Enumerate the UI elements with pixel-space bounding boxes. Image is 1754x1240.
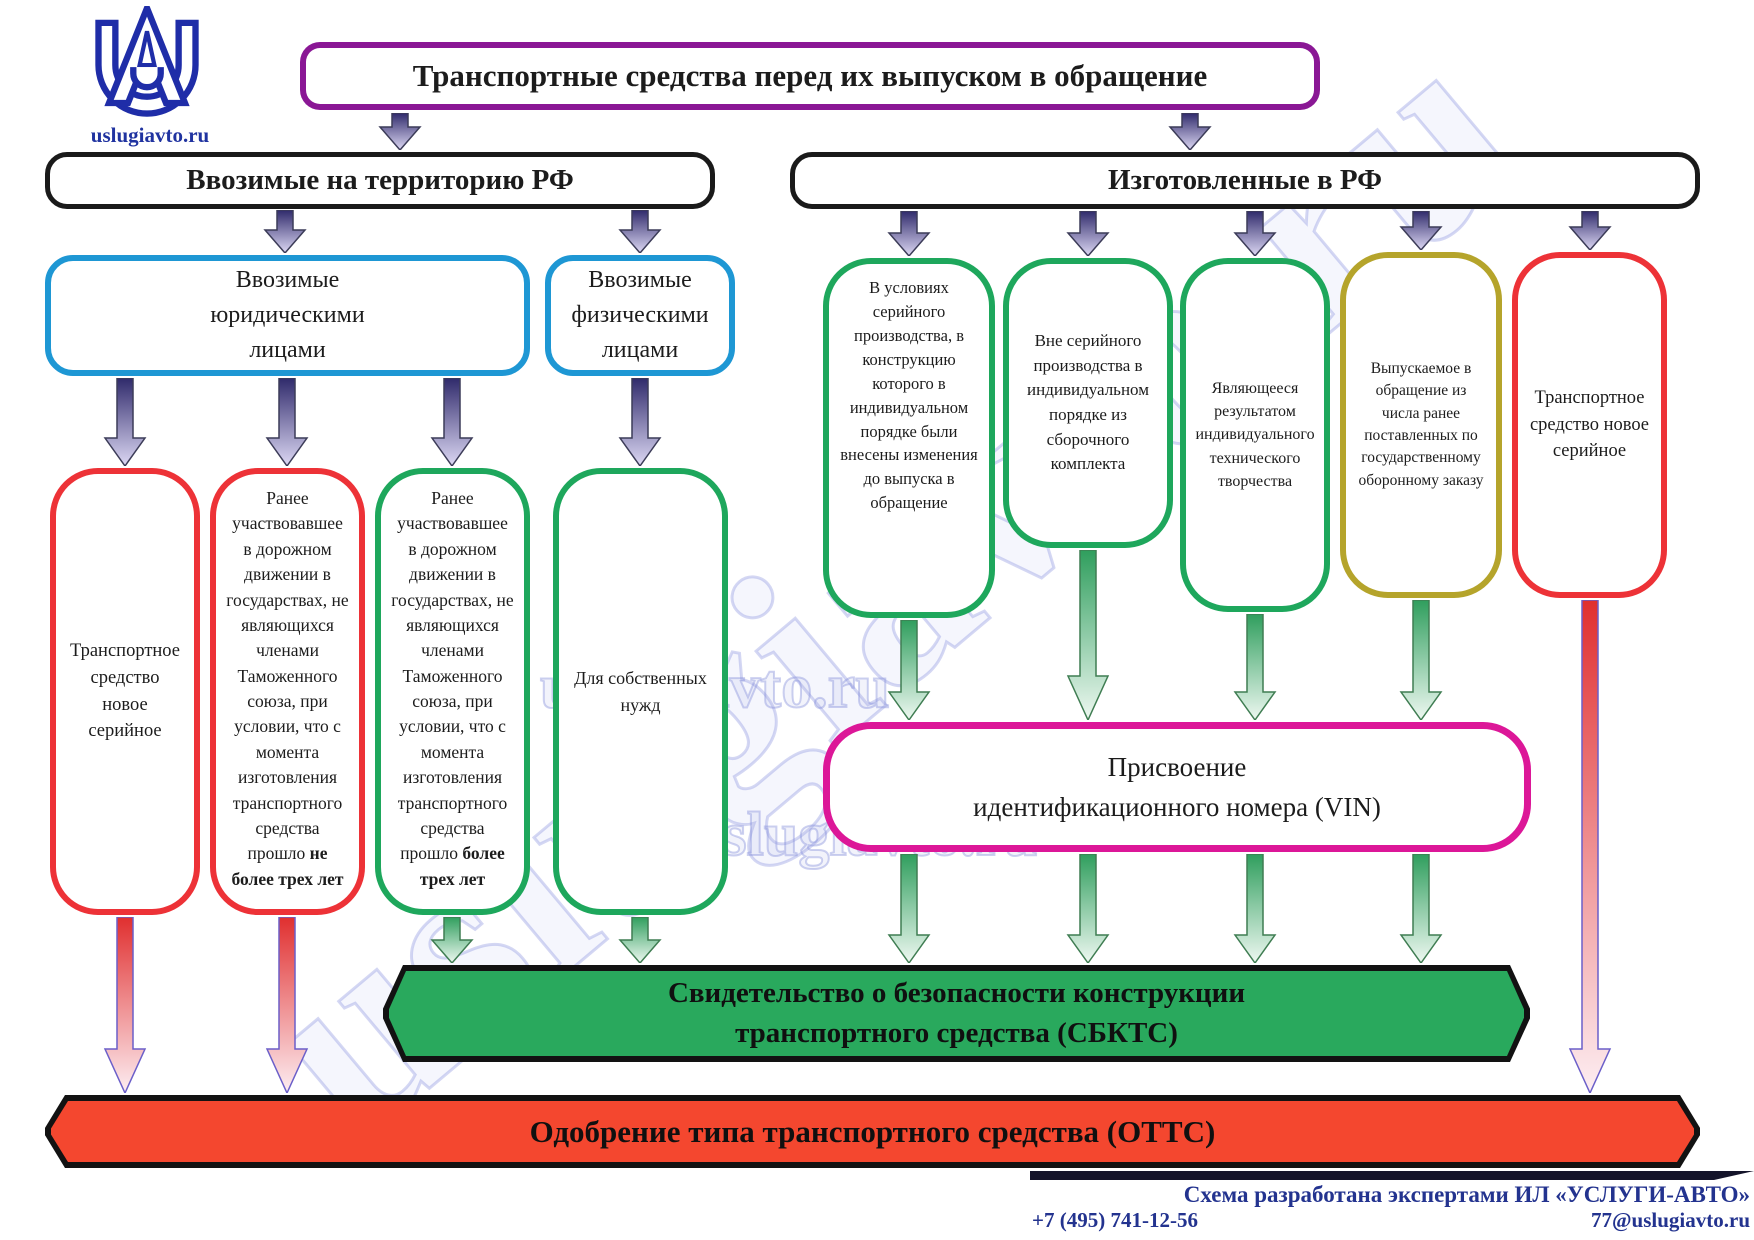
flow-arrow-down-icon — [1066, 854, 1110, 963]
group-label: Ввозимые физическими лицами — [571, 267, 709, 363]
case-imported-used-max-3-years: Ранее участвовавшее в дорожном движении … — [210, 468, 365, 915]
flow-arrow-down-icon — [618, 917, 662, 963]
case-text: Ранее участвовавшее в дорожном движении … — [226, 488, 349, 889]
flow-arrow-down-icon — [265, 378, 309, 466]
case-serial-modified: В условиях серийного производства, в кон… — [823, 258, 995, 618]
case-text-bold: не более трех лет — [231, 843, 344, 889]
footer-divider — [1030, 1171, 1754, 1180]
case-defense-order: Выпускаемое в обращение из числа ранее п… — [1340, 252, 1502, 598]
flow-arrow-down-icon — [1233, 211, 1277, 256]
otts-fill: Одобрение типа транспортного средства (О… — [51, 1101, 1694, 1162]
vin-assignment-box: Присвоение идентификационного номера (VI… — [823, 722, 1531, 852]
group-imported-individuals: Ввозимые физическими лицами — [545, 255, 735, 376]
flow-arrow-down-icon — [430, 917, 474, 963]
case-imported-own-needs: Для собственных нужд — [553, 468, 728, 915]
flow-arrow-down-icon — [1399, 600, 1443, 720]
flow-arrow-down-icon — [887, 620, 931, 720]
group-label: Ввозимые юридическими лицами — [210, 267, 365, 363]
flow-arrow-down-icon — [378, 113, 422, 150]
flow-arrow-down-icon — [1399, 211, 1443, 250]
logo: uslugiavto.ru — [72, 0, 228, 148]
case-individual-creation: Являющееся результатом индивидуального т… — [1180, 258, 1330, 612]
header-manufactured: Изготовленные в РФ — [790, 152, 1700, 209]
flow-arrow-down-icon — [618, 210, 662, 253]
case-manufactured-new-serial: Транспортное средство новое серийное — [1512, 252, 1667, 598]
flow-arrow-down-icon — [887, 211, 931, 256]
logo-monogram-icon — [95, 0, 199, 117]
flow-arrow-down-icon — [263, 210, 307, 253]
vin-text: Присвоение идентификационного номера (VI… — [973, 751, 1381, 823]
flow-arrow-down-icon — [430, 378, 474, 466]
flow-arrow-down-icon — [1233, 614, 1277, 720]
footer-email: 77@uslugiavto.ru — [1591, 1208, 1750, 1232]
footer-phone: +7 (495) 741-12-56 — [1032, 1208, 1198, 1232]
case-imported-used-over-3-years: Ранее участвовавшее в дорожном движении … — [375, 468, 530, 915]
footer-credit: Схема разработана экспертами ИЛ «УСЛУГИ-… — [1183, 1182, 1750, 1207]
flow-arrow-down-icon — [1568, 600, 1612, 1093]
flow-arrow-down-icon — [1568, 211, 1612, 250]
sbkts-certificate-box: Свидетельство о безопасности конструкции… — [383, 965, 1530, 1062]
sbkts-fill: Свидетельство о безопасности конструкции… — [389, 971, 1524, 1056]
case-assembly-kit: Вне серийного производства в индивидуаль… — [1003, 258, 1173, 548]
case-text-bold: более трех лет — [419, 843, 505, 889]
flow-arrow-down-icon — [1233, 854, 1277, 963]
group-imported-legal-entities: Ввозимые юридическими лицами — [45, 255, 530, 376]
logo-site-label: uslugiavto.ru — [90, 123, 210, 147]
case-imported-new-serial: Транспортное средство новое серийное — [50, 468, 200, 915]
flow-arrow-down-icon — [1066, 211, 1110, 256]
otts-approval-box: Одобрение типа транспортного средства (О… — [45, 1095, 1700, 1168]
flow-arrow-down-icon — [103, 378, 147, 466]
header-imported: Ввозимые на территорию РФ — [45, 152, 715, 209]
flow-arrow-down-icon — [1066, 550, 1110, 720]
flow-arrow-down-icon — [265, 917, 309, 1093]
flow-arrow-down-icon — [618, 378, 662, 466]
page-title: Транспортные средства перед их выпуском … — [300, 42, 1320, 110]
flow-arrow-down-icon — [1399, 854, 1443, 963]
flow-arrow-down-icon — [887, 854, 931, 963]
flow-arrow-down-icon — [1168, 113, 1212, 150]
flow-arrow-down-icon — [103, 917, 147, 1093]
case-text: Ранее участвовавшее в дорожном движении … — [391, 488, 514, 889]
